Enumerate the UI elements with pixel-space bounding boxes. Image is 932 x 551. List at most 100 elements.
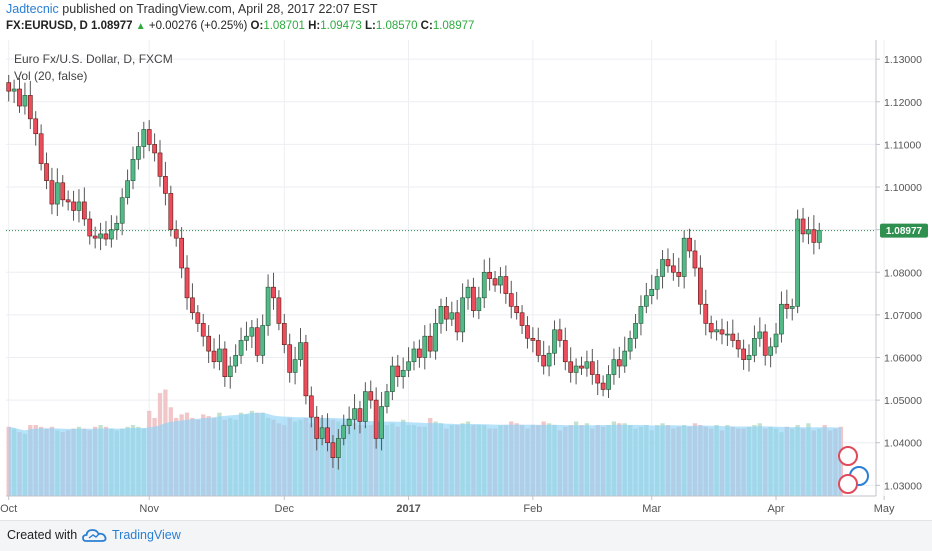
quote-line: FX:EURUSD, D 1.08977 ▲ +0.00276 (+0.25%)… [6, 20, 474, 32]
candle-body [233, 355, 239, 367]
candle-body [514, 306, 520, 314]
candle-body [168, 193, 174, 230]
candle-body [44, 163, 49, 181]
candle-body [379, 406, 384, 439]
candle-body [49, 180, 55, 205]
candle-body [584, 361, 590, 369]
y-axis: 1.130001.120001.110001.100001.090001.080… [875, 40, 922, 496]
candle-body [71, 201, 76, 211]
tradingview-brand-link[interactable]: TradingView [112, 528, 181, 542]
y-tick-label: 1.04000 [884, 438, 922, 450]
y-tick-label: 1.10000 [884, 182, 922, 194]
candle-body [287, 344, 293, 373]
candle-body [627, 338, 633, 352]
candle-body [314, 416, 320, 439]
candle-body [114, 222, 120, 230]
y-tick-label: 1.05000 [884, 395, 922, 407]
candle-body [600, 382, 606, 390]
candle-body [811, 229, 817, 243]
footer: Created with TradingView [0, 520, 932, 551]
candle-body [163, 176, 168, 194]
candle-body [352, 408, 357, 420]
candle-body [535, 340, 541, 356]
candle-body [119, 197, 125, 224]
candle-body [444, 306, 449, 320]
candle-body [643, 295, 649, 307]
last-price-label: 1.08977 [886, 226, 923, 237]
candle-body [276, 297, 282, 324]
candle-body [525, 325, 530, 339]
candle-body [341, 425, 347, 439]
candle-body [433, 323, 438, 352]
candle-body [368, 391, 374, 401]
candle-body [519, 312, 525, 326]
candle-body [660, 259, 665, 277]
candlesticks [6, 74, 822, 470]
candle-body [703, 303, 709, 324]
candle-body [768, 346, 773, 356]
candle-body [109, 229, 114, 240]
x-tick-label: Nov [139, 503, 159, 515]
candle-body [33, 118, 39, 135]
candle-body [654, 276, 660, 290]
candle-body [384, 391, 390, 407]
candle-body [714, 329, 719, 333]
candle-body [11, 88, 17, 92]
candle-body [92, 235, 98, 239]
candle-body [27, 95, 33, 120]
candle-body [476, 297, 482, 311]
candle-body [65, 199, 71, 203]
candle-body [552, 329, 557, 354]
last-price-badge: 1.08977 [880, 223, 928, 238]
candle-body [422, 335, 428, 358]
y-tick-label: 1.13000 [884, 54, 922, 66]
candle-body [795, 218, 800, 307]
candle-body [773, 333, 779, 348]
candle-body [692, 250, 698, 269]
event-icons[interactable] [838, 446, 869, 494]
x-tick-label: Feb [523, 503, 542, 515]
symbol: FX:EURUSD, D [6, 20, 88, 32]
candle-body [217, 348, 222, 363]
candle-body [130, 159, 136, 181]
candle-body [184, 267, 190, 299]
candle-body [292, 359, 298, 373]
candle-body [665, 259, 671, 267]
price-chart[interactable]: 1.130001.120001.110001.100001.090001.080… [0, 0, 932, 520]
candle-body [173, 229, 179, 239]
high-label: H: [308, 20, 321, 32]
candle-body [465, 286, 471, 299]
candle-body [492, 278, 498, 286]
candle-body [449, 312, 455, 320]
x-tick-label: Mar [642, 503, 661, 515]
y-tick-label: 1.11000 [884, 139, 921, 151]
candle-body [238, 340, 244, 356]
candle-body [816, 230, 822, 243]
last-price: 1.08977 [90, 20, 133, 32]
open-label: O: [250, 20, 264, 32]
candle-body [568, 361, 574, 373]
x-axis: Oct Nov Dec 2017 Feb Mar Apr May [0, 495, 895, 515]
publication-text: published on TradingView.com, April 28, … [58, 2, 378, 16]
x-tick-label: Apr [767, 503, 784, 515]
candle-body [806, 229, 811, 235]
candle-body [622, 350, 628, 367]
candle-body [76, 201, 82, 211]
candle-body [411, 348, 417, 363]
author-link[interactable]: Jadtecnic [6, 2, 59, 16]
candle-body [579, 365, 584, 369]
candle-body [373, 399, 379, 439]
candle-body [438, 306, 444, 324]
candle-body [325, 427, 330, 444]
candle-body [362, 391, 368, 422]
candle-body [346, 418, 352, 426]
candle-body [271, 286, 276, 299]
candle-body [616, 359, 622, 367]
candle-body [136, 146, 141, 160]
candle-body [6, 82, 12, 92]
candle-body [335, 438, 341, 458]
candle-body [157, 152, 163, 177]
y-tick-label: 1.08000 [884, 267, 922, 279]
candle-body [87, 218, 93, 237]
candle-body [54, 182, 60, 205]
